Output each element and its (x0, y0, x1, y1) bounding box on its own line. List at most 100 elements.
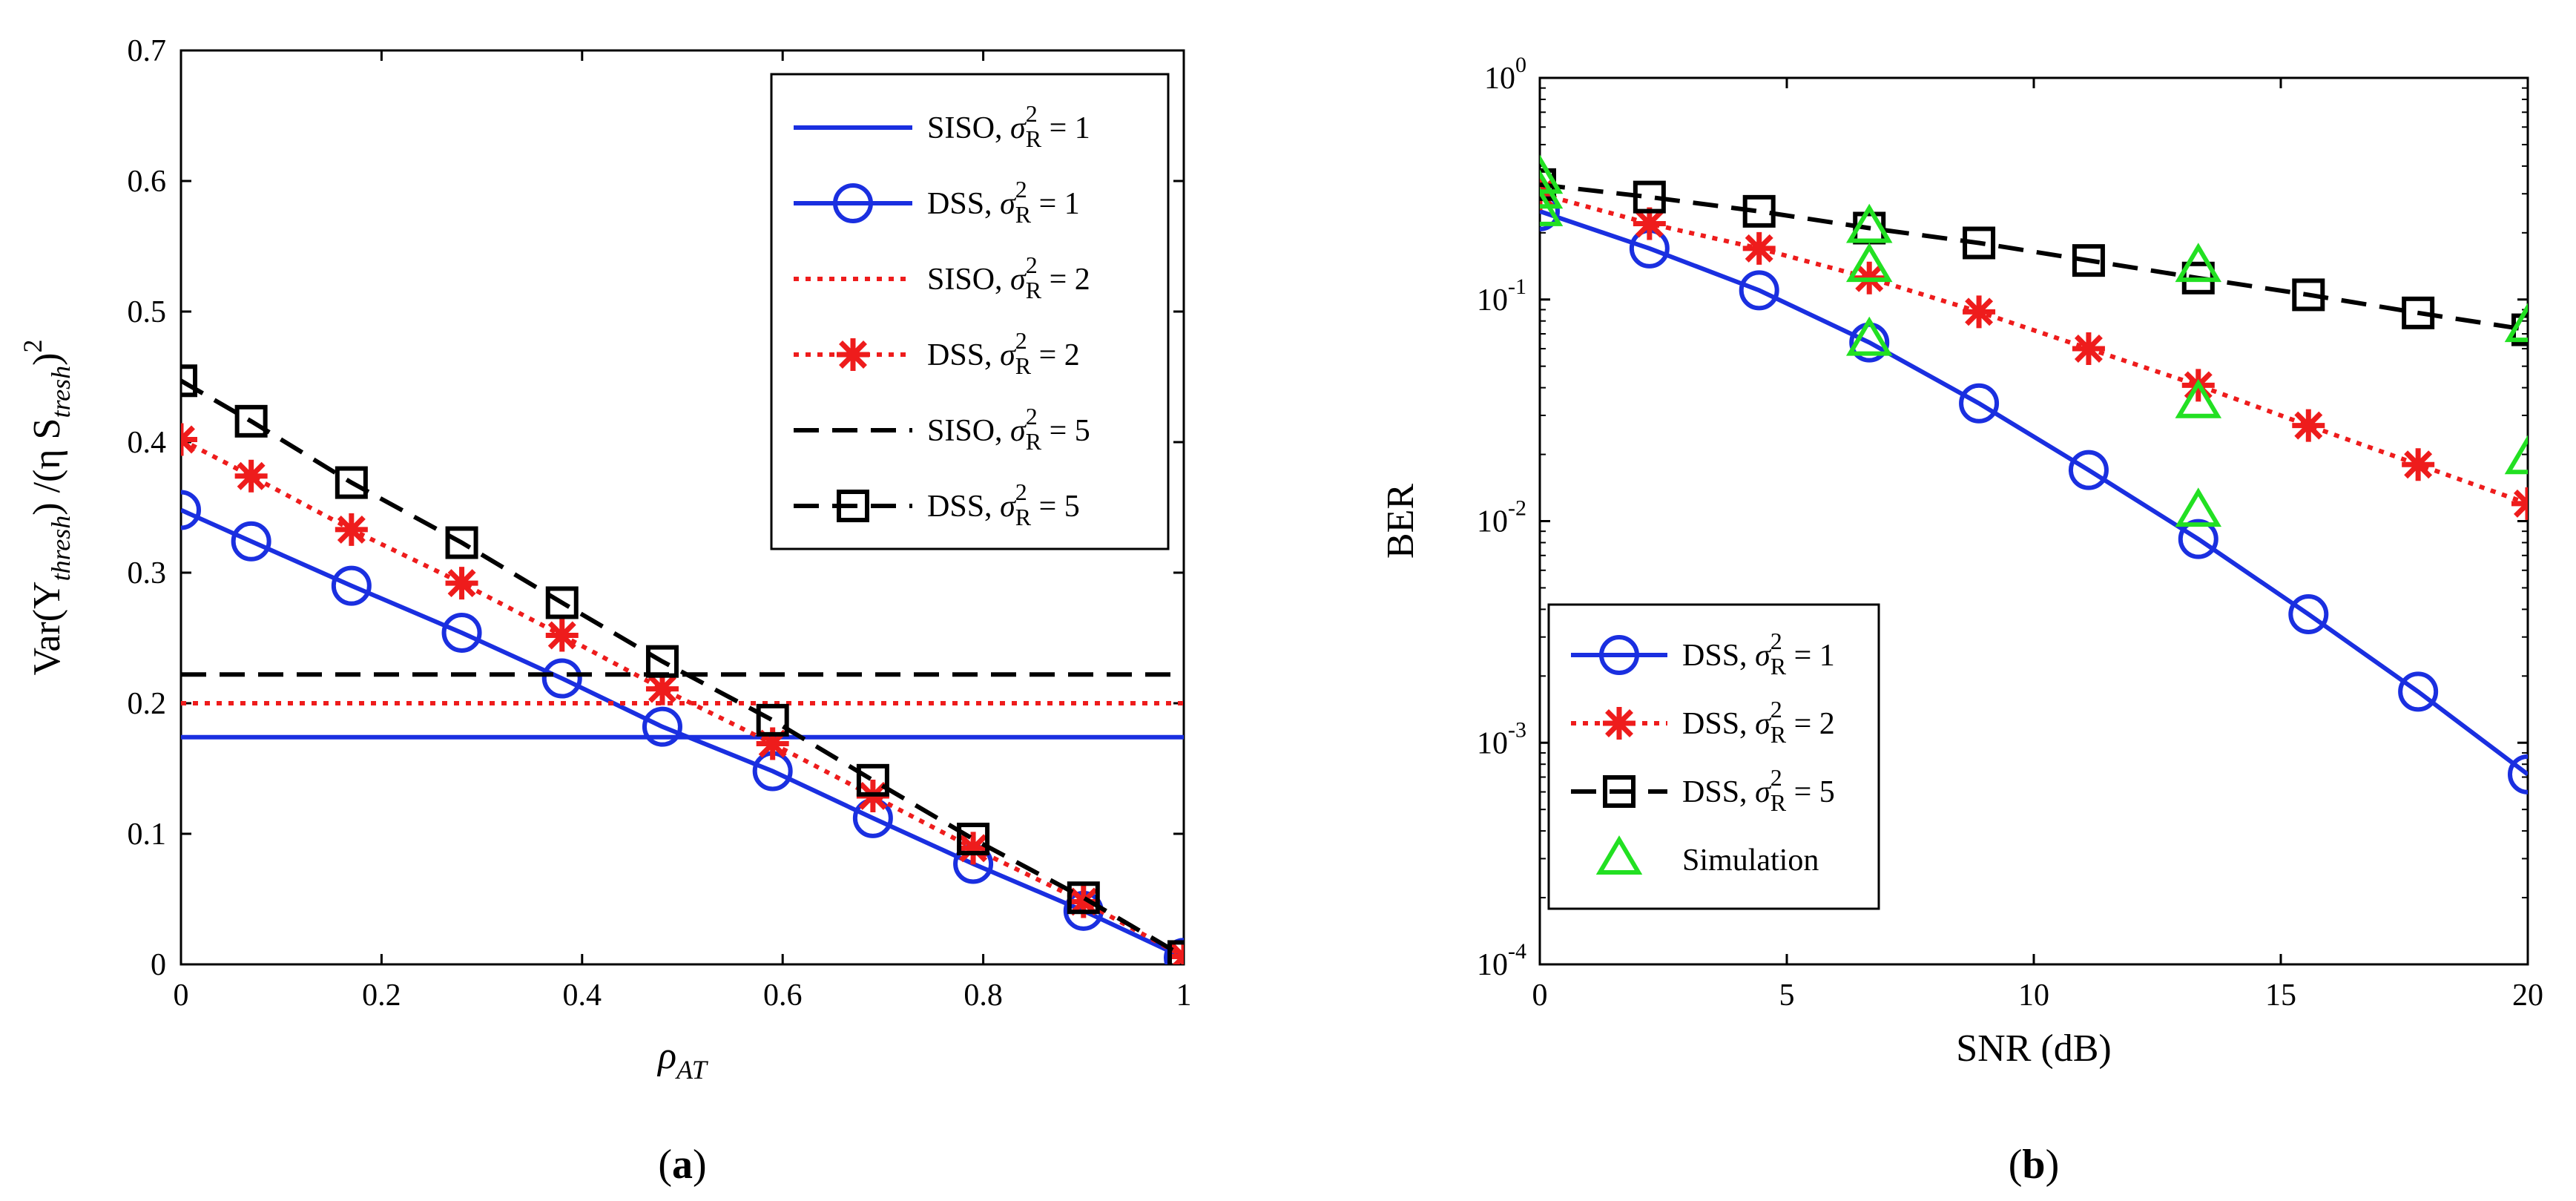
x-tick-label: 0.8 (963, 978, 1003, 1013)
legend-label: Simulation (1682, 843, 1819, 878)
data-point (2504, 303, 2528, 343)
legend-entry-2: SISO, σ2 R = 2 (794, 251, 1090, 303)
data-point (2175, 243, 2222, 283)
data-point (756, 727, 789, 760)
legend-a: SISO, σ2 R = 1 DSS, σ2 R = 1 SISO, σ2 R = 2 DS… (770, 73, 1170, 550)
data-point (2068, 450, 2109, 490)
data-point (2072, 244, 2105, 277)
data-point (957, 823, 990, 856)
x-tick-label: 5 (1779, 978, 1795, 1013)
x-tick-label: 20 (2512, 978, 2543, 1013)
legend-label: DSS, σ2 R = 2 (927, 327, 1080, 379)
data-point (234, 459, 268, 493)
panel-label: (a) (658, 1142, 706, 1188)
legend-entry-3: DSS, σ2 R = 2 (794, 327, 1080, 379)
series-line (1540, 209, 2528, 777)
data-point (1959, 383, 2000, 424)
data-point (545, 619, 579, 652)
y-tick-label: 10-2 (1477, 496, 1526, 539)
legend-entry-4: SISO, σ2 R = 5 (794, 403, 1090, 455)
x-tick-label: 1 (1176, 978, 1192, 1013)
y-tick-label: 0.5 (128, 295, 167, 329)
y-tick-label: 0.7 (128, 34, 167, 68)
legend-label: SISO, σ2 R = 1 (927, 100, 1090, 152)
data-point (642, 706, 682, 747)
y-tick-label: 0.1 (128, 817, 167, 852)
data-point (2292, 409, 2325, 442)
legend-marker (1595, 835, 1643, 875)
data-point (1845, 203, 1893, 243)
data-point (1742, 231, 1776, 265)
data-point (181, 490, 201, 530)
legend-label: DSS, σ2 R = 1 (927, 176, 1080, 228)
x-axis-label: SNR (dB) (1956, 1027, 2111, 1070)
data-point (2402, 296, 2435, 329)
data-point (2072, 332, 2105, 366)
data-point (1540, 169, 1564, 209)
data-point (1845, 316, 1893, 356)
data-point (2508, 754, 2528, 794)
data-point (2292, 278, 2325, 312)
panel-label: (b) (2009, 1142, 2059, 1188)
y-axis-label: BER (1380, 484, 1422, 559)
legend-label: DSS, σ2 R = 2 (1682, 696, 1835, 748)
legend-entry-0: DSS, σ2 R = 1 (1571, 628, 1835, 680)
data-point (645, 672, 679, 705)
y-axis-label: Var(Ythresh) /(η Stresh)2 (18, 340, 76, 676)
data-point (541, 658, 582, 699)
data-point (234, 404, 268, 438)
x-axis-label: ρAT (656, 1035, 709, 1085)
data-point (1633, 207, 1666, 240)
plot-area-b (1540, 154, 2528, 794)
data-point (645, 645, 679, 678)
data-point (1167, 940, 1184, 964)
x-tick-label: 0.4 (563, 978, 602, 1013)
legend-entry-1: DSS, σ2 R = 2 (1571, 696, 1835, 748)
series-a-1 (181, 490, 1184, 964)
data-point (1963, 226, 1996, 260)
data-point (2402, 448, 2435, 481)
series-line (181, 378, 1184, 959)
legend-entry-2: DSS, σ2 R = 5 (1571, 764, 1835, 816)
x-tick-label: 0 (1532, 978, 1548, 1013)
series-b-3 (1540, 154, 2528, 527)
x-tick-label: 10 (2018, 978, 2049, 1013)
data-point (2178, 519, 2218, 559)
data-point (1963, 295, 1996, 329)
data-point (756, 703, 789, 737)
y-tick-label: 0.6 (128, 165, 167, 199)
data-point (181, 364, 197, 398)
data-point (231, 521, 271, 562)
legend-label: SISO, σ2 R = 2 (927, 251, 1090, 303)
legend-marker (837, 490, 869, 522)
series-a-5 (181, 364, 1184, 964)
series-line (181, 507, 1184, 960)
data-point (2175, 378, 2222, 418)
data-point (2175, 487, 2222, 527)
x-tick-label: 0 (174, 978, 189, 1013)
y-tick-label: 0.3 (128, 556, 167, 590)
legend-marker (837, 338, 869, 371)
series-line (1540, 191, 2528, 506)
data-point (856, 763, 889, 797)
legend-entry-3: Simulation (1595, 835, 1819, 878)
data-point (335, 466, 368, 499)
legend-b: DSS, σ2 R = 1 DSS, σ2 R = 2 DSS, σ2 R = 5 Simu… (1547, 603, 1880, 910)
legend-box (770, 73, 1170, 550)
legend-label: DSS, σ2 R = 1 (1682, 628, 1835, 680)
legend-marker (1603, 707, 1635, 740)
data-point (545, 586, 579, 619)
series-line (181, 437, 1184, 959)
series-a-3 (181, 423, 1184, 964)
y-tick-label: 10-4 (1477, 939, 1526, 982)
data-point (331, 565, 372, 606)
legend-marker (833, 183, 873, 223)
y-tick-label: 10-1 (1477, 274, 1526, 317)
data-point (1540, 191, 1560, 231)
data-point (1540, 154, 1564, 194)
plot-area-a (181, 364, 1184, 964)
data-point (445, 526, 478, 559)
data-point (1739, 270, 1779, 311)
x-tick-label: 15 (2265, 978, 2296, 1013)
plot-frame-a (179, 49, 1185, 966)
